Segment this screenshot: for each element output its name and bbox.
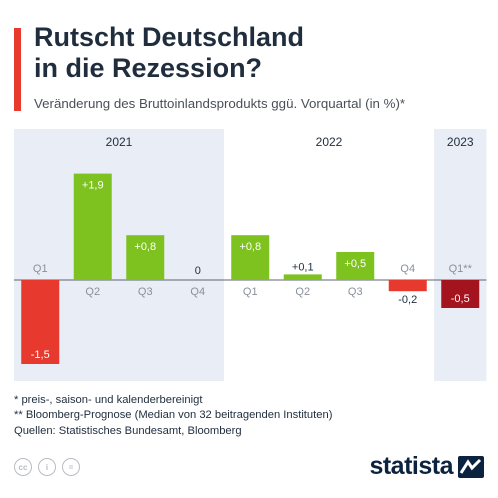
category-label-7: Q4 xyxy=(400,263,415,275)
title-line-2: in die Rezession? xyxy=(34,53,263,83)
category-label-1: Q2 xyxy=(85,286,100,298)
category-label-3: Q4 xyxy=(190,286,205,298)
year-band-2023 xyxy=(434,129,487,381)
source-note: Quellen: Statistisches Bundesamt, Bloomb… xyxy=(14,424,242,437)
cc-icon[interactable]: cc xyxy=(14,458,32,476)
bar-6 xyxy=(336,252,375,280)
year-label-2021: 2021 xyxy=(106,135,133,149)
value-label-7: -0,2 xyxy=(398,294,417,306)
category-label-8: Q1** xyxy=(449,263,473,275)
category-label-5: Q2 xyxy=(295,286,310,298)
value-label-0: -1,5 xyxy=(31,349,50,361)
statista-logo[interactable]: statista xyxy=(369,452,484,481)
footnote-adjusted: * preis-, saison- und kalenderbereinigt xyxy=(14,394,203,406)
footnotes: * preis-, saison- und kalenderbereinigt … xyxy=(14,393,332,439)
bar-8 xyxy=(441,280,480,308)
bar-7 xyxy=(388,280,427,292)
category-label-2: Q3 xyxy=(138,286,153,298)
bar-2 xyxy=(126,235,165,280)
category-label-4: Q1 xyxy=(243,286,258,298)
year-label-2023: 2023 xyxy=(447,135,474,149)
gdp-bar-chart: 2021 2022 2023 Q1 -1,5 Q2 +1,9 Q3 +0,8 Q4 0 Q1 +0,8 Q… xyxy=(14,129,487,381)
chart-title: Rutscht Deutschland in die Rezession? xyxy=(34,22,474,84)
statista-logo-icon xyxy=(458,455,484,478)
bar-4 xyxy=(231,235,270,280)
footnote-forecast: ** Bloomberg-Prognose (Median von 32 bei… xyxy=(14,409,333,422)
category-label-6: Q3 xyxy=(348,286,363,298)
value-label-2: +0,8 xyxy=(134,241,156,253)
bar-1 xyxy=(73,173,112,280)
brand-name: statista xyxy=(369,452,453,480)
value-label-8: -0,5 xyxy=(451,293,470,305)
category-label-0: Q1 xyxy=(33,263,48,275)
by-icon[interactable]: i xyxy=(38,458,56,476)
bar-0 xyxy=(21,280,60,364)
title-line-1: Rutscht Deutschland xyxy=(34,22,305,52)
bar-5 xyxy=(283,274,322,280)
value-label-5: +0,1 xyxy=(292,261,314,273)
chart-subtitle: Veränderung des Bruttoinlandsprodukts gg… xyxy=(34,96,406,111)
value-label-3: 0 xyxy=(195,265,201,277)
value-label-1: +1,9 xyxy=(82,180,104,192)
value-label-6: +0,5 xyxy=(344,258,366,270)
value-label-4: +0,8 xyxy=(239,241,261,253)
license-icons: cc i = xyxy=(14,458,80,476)
title-accent-bar xyxy=(14,28,21,111)
nd-icon[interactable]: = xyxy=(62,458,80,476)
year-label-2022: 2022 xyxy=(316,135,343,149)
